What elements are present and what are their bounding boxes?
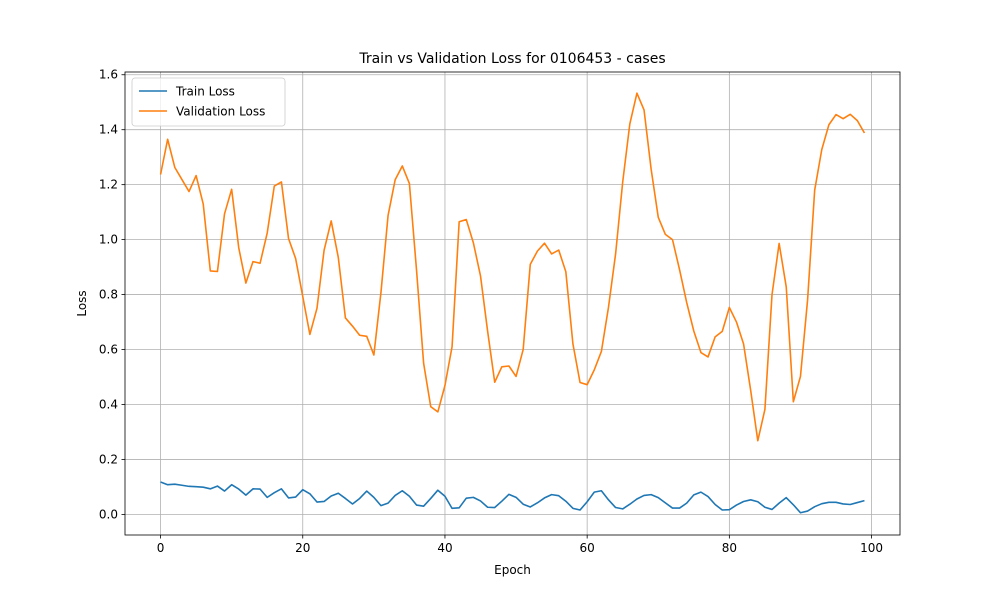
series-lines	[159, 92, 866, 514]
legend: Train Loss Validation Loss	[131, 77, 286, 127]
legend-box	[131, 77, 286, 127]
y-tick-label: 0.6	[99, 343, 118, 357]
x-tick-label: 40	[437, 541, 452, 555]
series-line-0	[160, 481, 865, 514]
y-axis-label: Loss	[75, 290, 89, 316]
grid-lines	[125, 72, 900, 535]
series-line-1	[159, 92, 866, 442]
x-tick-label: 20	[295, 541, 310, 555]
y-tick-label: 1.6	[99, 68, 118, 82]
legend-label-0: Train Loss	[175, 85, 235, 99]
chart-title: Train vs Validation Loss for 0106453 - c…	[358, 51, 665, 67]
y-tick-label: 0.8	[99, 288, 118, 302]
x-tick-label: 100	[860, 541, 883, 555]
y-tick-label: 0.2	[99, 452, 118, 466]
x-tick-label: 80	[722, 541, 737, 555]
y-tick-label: 1.2	[99, 178, 118, 192]
x-axis-label: Epoch	[494, 563, 531, 577]
y-tick-label: 1.4	[99, 123, 118, 137]
y-tick-label: 0.4	[99, 397, 118, 411]
plot-area-frame	[124, 71, 901, 536]
x-tick-label: 0	[157, 541, 165, 555]
x-axis-ticks: 0 20 40 60 80 100	[157, 535, 883, 555]
y-axis-ticks: 0.0 0.2 0.4 0.6 0.8 1.0 1.2 1.4 1.6	[99, 68, 125, 521]
y-tick-label: 1.0	[99, 233, 118, 247]
y-tick-label: 0.0	[99, 507, 118, 521]
x-tick-label: 60	[580, 541, 595, 555]
legend-label-1: Validation Loss	[176, 105, 265, 119]
